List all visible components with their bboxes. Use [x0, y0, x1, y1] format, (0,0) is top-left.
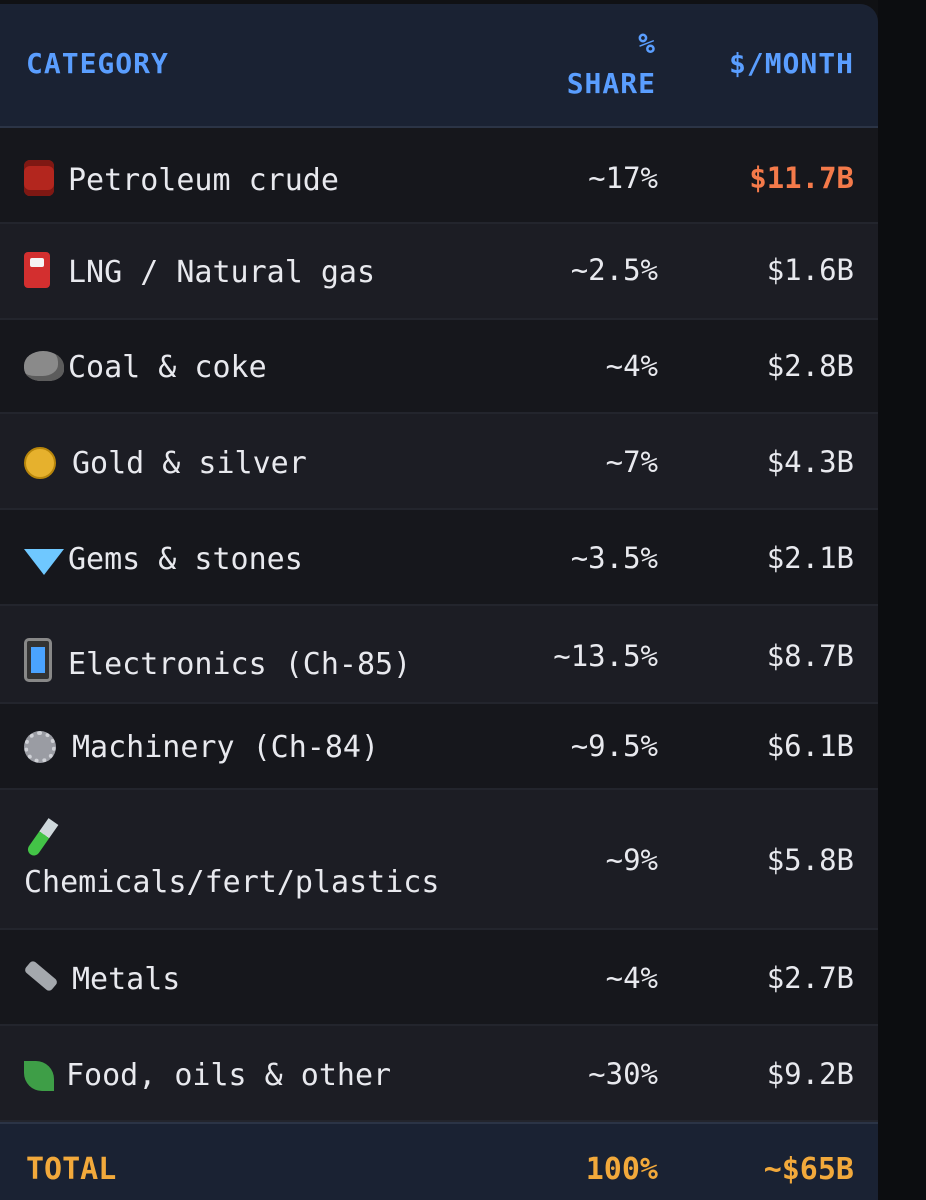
category-label: LNG / Natural gas [68, 255, 376, 290]
row-month: $5.8B [766, 843, 854, 877]
gear-icon [24, 731, 56, 763]
row-share: ~17% [588, 161, 658, 195]
row-month: $11.7B [749, 161, 854, 195]
table-row: Machinery (Ch-84) ~9.5% $6.1B [0, 704, 878, 790]
row-month: $8.7B [766, 639, 854, 673]
table-row: Gems & stones ~3.5% $2.1B [0, 510, 878, 606]
gold-medal-icon [24, 447, 56, 479]
row-category: Gold & silver [24, 444, 307, 484]
nut-and-bolt-icon [23, 959, 59, 993]
row-category: LNG / Natural gas [24, 252, 375, 293]
category-label: Metals [72, 962, 181, 997]
row-category: Chemicals/fert/plastics [24, 818, 439, 903]
header-share-symbol: % [638, 27, 656, 60]
row-category: Gems & stones [24, 540, 303, 580]
herb-icon [24, 1061, 54, 1091]
oil-barrel-icon [24, 160, 54, 196]
row-share: ~2.5% [570, 253, 658, 287]
table-row: Gold & silver ~7% $4.3B [0, 414, 878, 510]
gem-icon [24, 549, 64, 575]
table-row: Electronics (Ch-85) ~13.5% $8.7B [0, 606, 878, 704]
header-month[interactable]: $/MONTH [728, 47, 854, 80]
category-label: Gems & stones [68, 542, 303, 577]
row-share: ~30% [588, 1057, 658, 1091]
row-category: Metals [23, 959, 181, 1000]
header-share[interactable]: % SHARE [567, 24, 656, 104]
category-label: Coal & coke [68, 350, 267, 385]
row-share: ~9.5% [570, 729, 658, 763]
category-label: Electronics (Ch-85) [68, 647, 412, 682]
rock-icon [24, 351, 64, 381]
row-category: Food, oils & other [24, 1056, 391, 1096]
row-category: Coal & coke [24, 348, 267, 388]
category-label: Food, oils & other [66, 1058, 392, 1093]
category-label: Gold & silver [72, 446, 307, 481]
row-share: ~4% [605, 961, 658, 995]
row-month: $9.2B [766, 1057, 854, 1091]
test-tube-icon [25, 818, 59, 858]
row-share: ~7% [605, 445, 658, 479]
row-month: $1.6B [766, 253, 854, 287]
row-month: $4.3B [766, 445, 854, 479]
row-share: ~9% [605, 843, 658, 877]
row-month: $2.8B [766, 349, 854, 383]
row-share: ~4% [605, 349, 658, 383]
row-month: $2.1B [766, 541, 854, 575]
row-category: Electronics (Ch-85) [24, 638, 411, 685]
trade-table: CATEGORY % SHARE $/MONTH Petroleum crude… [0, 4, 878, 1200]
table-row: LNG / Natural gas ~2.5% $1.6B [0, 224, 878, 320]
row-category: Petroleum crude [24, 160, 339, 201]
row-share: ~13.5% [553, 639, 658, 673]
row-category: Machinery (Ch-84) [24, 728, 379, 768]
header-share-label: SHARE [566, 67, 656, 100]
total-label: TOTAL [26, 1152, 117, 1187]
table-row: Chemicals/fert/plastics ~9% $5.8B [0, 790, 878, 930]
total-share: 100% [585, 1152, 658, 1187]
window-edge [878, 0, 926, 1200]
table-row: Coal & coke ~4% $2.8B [0, 320, 878, 414]
row-month: $2.7B [766, 961, 854, 995]
table-row: Food, oils & other ~30% $9.2B [0, 1026, 878, 1122]
row-month: $6.1B [766, 729, 854, 763]
total-month: ~$65B [763, 1152, 854, 1187]
mobile-phone-icon [24, 638, 52, 682]
category-label: Petroleum crude [68, 163, 339, 198]
fuel-pump-icon [24, 252, 50, 288]
table-row: Petroleum crude ~17% $11.7B [0, 128, 878, 224]
header-category[interactable]: CATEGORY [26, 47, 169, 80]
total-row: TOTAL 100% ~$65B [0, 1122, 878, 1200]
table-header: CATEGORY % SHARE $/MONTH [0, 4, 878, 128]
row-share: ~3.5% [570, 541, 658, 575]
category-label: Machinery (Ch-84) [72, 730, 380, 765]
category-label: Chemicals/fert/plastics [24, 865, 440, 900]
table-row: Metals ~4% $2.7B [0, 930, 878, 1026]
